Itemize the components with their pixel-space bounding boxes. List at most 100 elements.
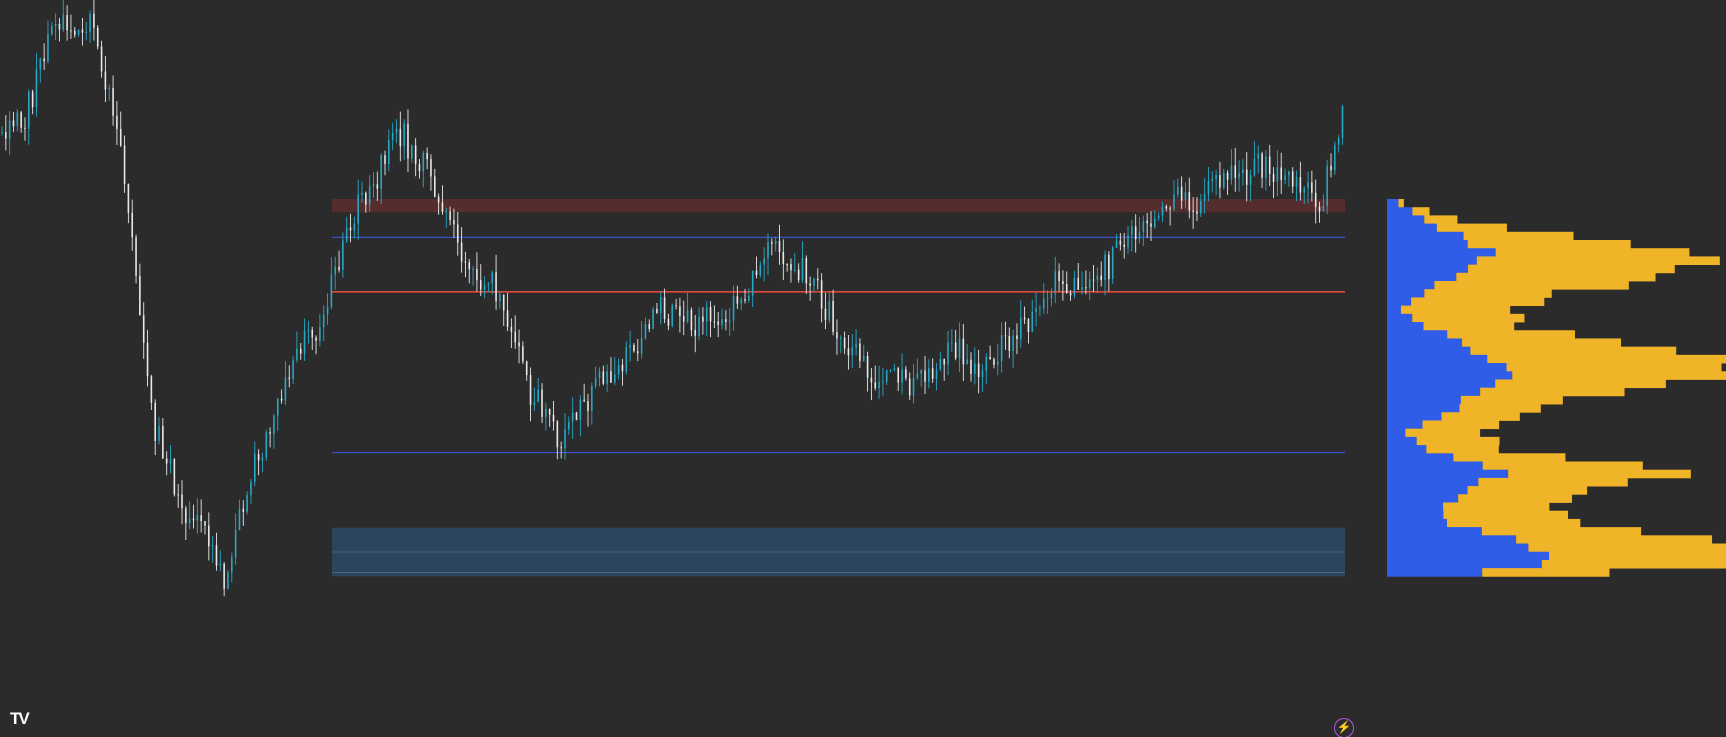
profile-bar-up	[1478, 477, 1628, 487]
profile-bar-up	[1441, 412, 1520, 421]
candle-body	[85, 31, 88, 33]
candle-body	[1303, 188, 1305, 193]
candle-body	[357, 194, 359, 224]
candle-body	[1165, 206, 1168, 209]
candle-body	[874, 382, 877, 389]
candle-body	[514, 331, 517, 343]
profile-bar-up	[1405, 428, 1481, 438]
candle-body	[832, 301, 834, 333]
profile-bar-up	[1467, 486, 1588, 495]
candle-body	[464, 261, 467, 263]
profile-bar-up	[1463, 231, 1574, 241]
candle-body	[1203, 194, 1206, 201]
candle-body	[361, 192, 363, 195]
lightning-bolt-icon[interactable]: ⚡	[1334, 718, 1354, 737]
candle-body	[1230, 165, 1233, 180]
candle-body	[319, 327, 321, 341]
candle-body	[698, 316, 700, 336]
candle-body	[47, 34, 49, 62]
profile-bar-up	[1411, 297, 1545, 307]
candle-body	[231, 557, 233, 573]
candle-body	[349, 227, 352, 231]
candle-body	[215, 545, 218, 566]
candle-body	[633, 344, 635, 352]
candle-body	[227, 572, 229, 589]
profile-bar-up	[1462, 338, 1622, 348]
candle-body	[28, 91, 30, 129]
profile-bar-down	[1387, 264, 1469, 274]
candle-body	[365, 192, 367, 205]
candle-body	[449, 211, 451, 221]
candle-body	[659, 297, 662, 313]
candle-body	[1039, 308, 1041, 310]
candle-body	[188, 518, 191, 524]
candle-body	[1180, 186, 1183, 201]
candle-body	[1299, 177, 1302, 193]
profile-bar-down	[1387, 445, 1427, 454]
candle-body	[261, 457, 264, 461]
profile-bar-down	[1387, 527, 1482, 536]
candle-body	[204, 521, 206, 526]
candle-body	[234, 530, 237, 558]
candle-body	[1065, 284, 1068, 294]
candle-body	[441, 202, 444, 212]
candle-body	[104, 71, 107, 90]
candle-body	[751, 270, 754, 296]
profile-bar-down	[1387, 436, 1417, 446]
candle-body	[1173, 194, 1175, 209]
candle-body	[541, 389, 543, 417]
candle-body	[468, 262, 471, 270]
candle-body	[460, 242, 463, 262]
profile-bar-up	[1508, 469, 1691, 479]
candle-body	[1288, 171, 1290, 176]
profile-bar-up	[1400, 305, 1511, 315]
profile-bar-up	[1416, 436, 1500, 446]
profile-bar-down	[1387, 371, 1513, 380]
candle-body	[1138, 232, 1141, 240]
candle-body	[1077, 277, 1080, 290]
candle-body	[610, 371, 612, 383]
profile-bar-up	[1447, 330, 1576, 339]
candle-body	[1341, 106, 1344, 139]
profile-bar-up	[1481, 527, 1642, 536]
candle-body	[288, 377, 291, 379]
candle-body	[728, 320, 731, 323]
candle-body	[571, 412, 574, 422]
candle-body	[985, 356, 988, 372]
candle-body	[924, 370, 926, 382]
candle-body	[855, 343, 857, 348]
candle-body	[958, 338, 961, 359]
candles	[1, 0, 1344, 597]
candle-body	[640, 338, 643, 354]
candle-body	[403, 123, 405, 147]
profile-bar-down	[1387, 551, 1550, 561]
candle-body	[1092, 279, 1095, 281]
profile-bar-down	[1387, 354, 1488, 364]
candle-body	[851, 347, 854, 356]
profile-bar-down	[1387, 469, 1509, 479]
candle-body	[54, 23, 57, 27]
candle-body	[430, 159, 432, 177]
candle-body	[556, 421, 559, 448]
candle-body	[472, 268, 474, 270]
candle-body	[219, 563, 222, 566]
candle-body	[644, 324, 647, 339]
candle-body	[135, 237, 137, 276]
candle-body	[1322, 206, 1325, 212]
candle-body	[740, 299, 742, 304]
candle-body	[878, 381, 880, 389]
profile-bar-up	[1549, 551, 1726, 561]
candle-body	[755, 270, 758, 276]
candle-body	[96, 27, 99, 47]
candle-body	[935, 369, 938, 379]
candle-body	[682, 316, 685, 322]
profile-bar-down	[1387, 297, 1412, 307]
candle-body	[1245, 169, 1248, 185]
candle-body	[66, 15, 68, 31]
profile-bar-up	[1446, 518, 1581, 528]
profile-bar-down	[1387, 322, 1424, 331]
tradingview-logo-icon[interactable]: TV	[10, 709, 30, 728]
candle-body	[315, 337, 317, 341]
